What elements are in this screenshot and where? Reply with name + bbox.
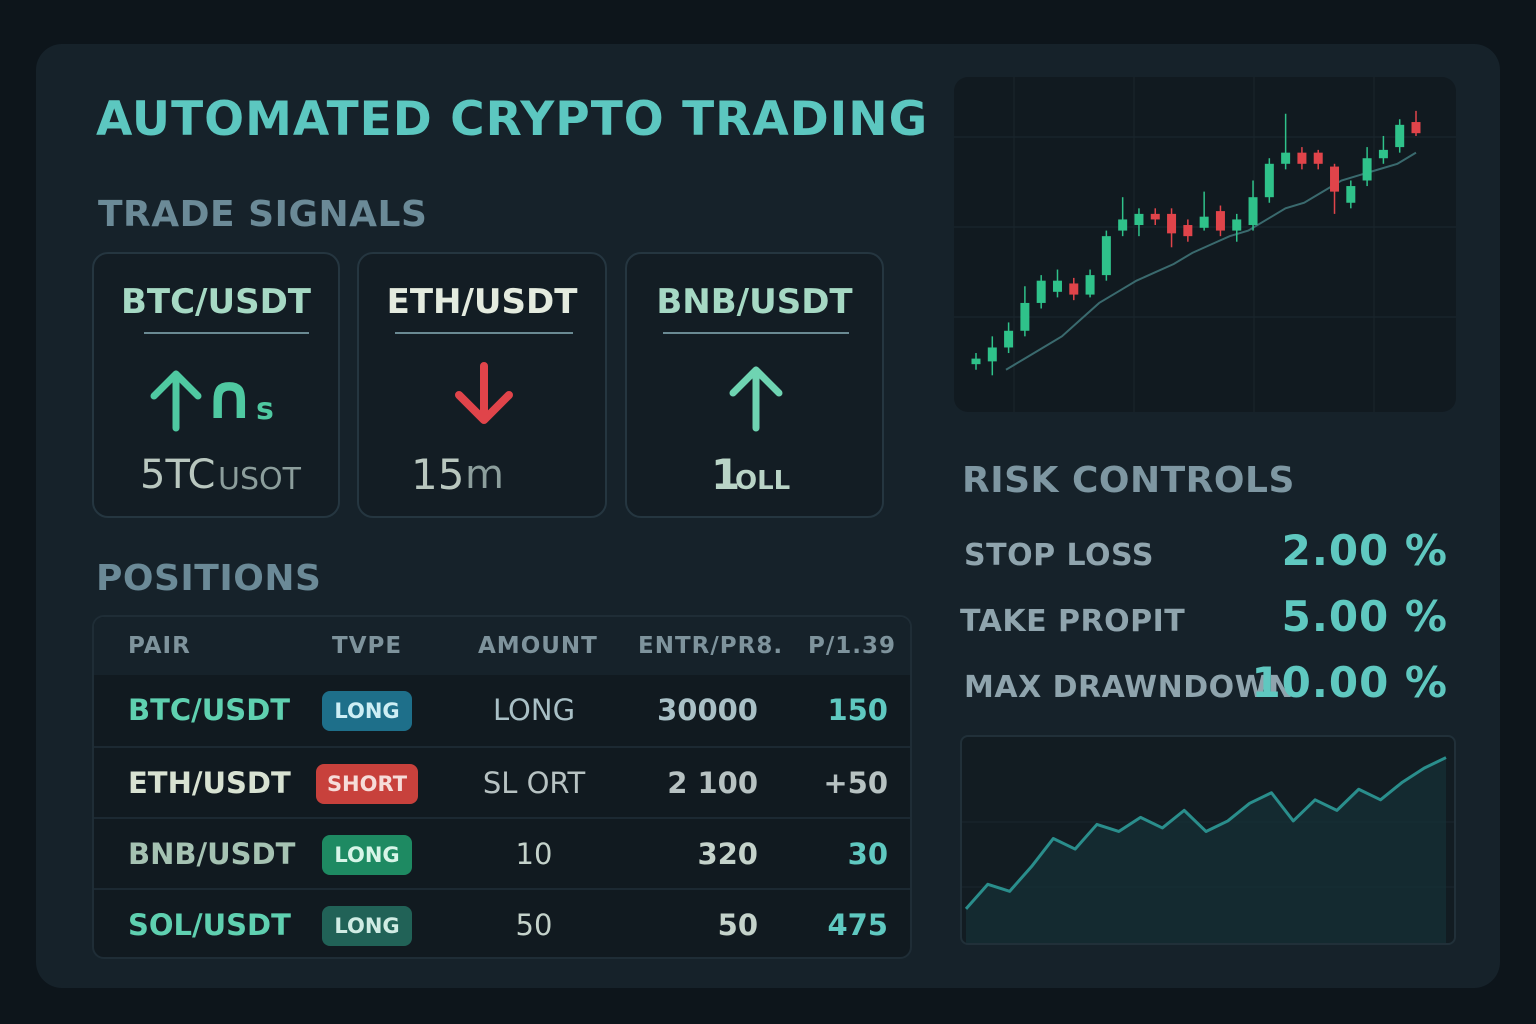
column-header-amount: AMOUNT bbox=[478, 633, 598, 659]
row-pair: SOL/USDT bbox=[128, 908, 291, 942]
signal-pair: BTC/USDT bbox=[121, 282, 311, 322]
arrow-down-icon bbox=[455, 362, 513, 424]
candle-up bbox=[1118, 219, 1128, 231]
candle-up bbox=[1052, 280, 1062, 292]
candle-up bbox=[1362, 158, 1372, 181]
row-pnl: 150 bbox=[827, 693, 888, 727]
candle-up bbox=[1134, 213, 1144, 226]
candle-down bbox=[1150, 213, 1160, 220]
column-header-pair: PAIR bbox=[128, 633, 191, 659]
candle-down bbox=[1330, 166, 1340, 192]
candle-up bbox=[1101, 236, 1111, 276]
table-row[interactable]: SOL/USDT LONG 50 50 475 bbox=[94, 888, 910, 957]
signal-value-sub: m bbox=[465, 452, 504, 498]
area-fill bbox=[966, 757, 1446, 943]
positions-heading: POSITIONS bbox=[96, 558, 322, 599]
candle-down bbox=[1183, 225, 1193, 237]
candle-up bbox=[1020, 302, 1030, 331]
column-header-pnl: P/1.39 bbox=[808, 633, 897, 659]
signal-value: 15 bbox=[411, 450, 465, 499]
candle-up bbox=[1395, 124, 1405, 148]
risk-label: TAKE PROPIT bbox=[960, 604, 1186, 639]
row-pnl: 30 bbox=[847, 837, 888, 871]
candle-up bbox=[1036, 280, 1046, 303]
candle-up bbox=[987, 347, 997, 362]
row-amount: 10 bbox=[515, 837, 553, 871]
row-amount: SL ORT bbox=[482, 766, 586, 800]
moving-average-line bbox=[1005, 151, 1417, 371]
row-pair: BTC/USDT bbox=[128, 693, 291, 727]
candle-up bbox=[1378, 149, 1388, 159]
divider bbox=[395, 332, 573, 334]
divider bbox=[663, 332, 849, 334]
arrow-up-icon bbox=[729, 366, 783, 432]
risk-row-take-profit: TAKE PROPIT 5.00 % bbox=[960, 592, 1448, 652]
row-entry: 2 100 bbox=[667, 766, 758, 800]
candle-down bbox=[1313, 152, 1323, 164]
candle-down bbox=[1215, 211, 1225, 231]
risk-value[interactable]: 10.00 % bbox=[1251, 658, 1448, 707]
candle-up bbox=[1346, 186, 1356, 203]
signal-value-sub: OLL bbox=[735, 466, 791, 496]
signal-glyph: ∩ bbox=[204, 360, 255, 433]
signal-pair: BNB/USDT bbox=[656, 282, 853, 322]
row-pnl: +50 bbox=[823, 766, 888, 800]
candle-up bbox=[1264, 163, 1274, 198]
candle-up bbox=[1232, 219, 1242, 231]
risk-label: STOP LOSS bbox=[964, 538, 1154, 573]
risk-row-max-drawdown: MAX DRAWNDOWN 10.00 % bbox=[960, 658, 1448, 718]
row-entry: 320 bbox=[697, 837, 758, 871]
row-amount: LONG bbox=[492, 693, 576, 727]
signal-card-bnb[interactable]: BNB/USDT 1 OLL bbox=[625, 252, 884, 518]
price-chart[interactable] bbox=[954, 77, 1456, 412]
risk-label: MAX DRAWNDOWN bbox=[964, 670, 1294, 705]
signal-value: 5TC bbox=[140, 452, 216, 498]
candle-up bbox=[1199, 216, 1209, 228]
table-header: PAIR TVPE AMOUNT ENTR/PR8. P/1.39 bbox=[94, 617, 910, 675]
risk-controls-heading: RISK CONTROLS bbox=[962, 460, 1295, 501]
candlestick-chart bbox=[954, 77, 1456, 412]
page-title: AUTOMATED CRYPTO TRADING bbox=[96, 92, 929, 147]
row-pair: BNB/USDT bbox=[128, 837, 296, 871]
table-row[interactable]: ETH/USDT SHORT SL ORT 2 100 +50 bbox=[94, 746, 910, 817]
candle-up bbox=[971, 358, 981, 365]
type-badge: LONG bbox=[322, 906, 412, 946]
type-badge: SHORT bbox=[316, 764, 418, 804]
area-chart bbox=[962, 756, 1454, 943]
candle-up bbox=[1085, 275, 1095, 295]
row-pair: ETH/USDT bbox=[128, 766, 291, 800]
signal-pair: ETH/USDT bbox=[386, 282, 578, 322]
risk-value[interactable]: 2.00 % bbox=[1281, 526, 1448, 575]
candle-up bbox=[1004, 330, 1014, 348]
divider bbox=[144, 332, 309, 334]
signal-card-btc[interactable]: BTC/USDT ∩ s 5TC USOT bbox=[92, 252, 340, 518]
column-header-entry: ENTR/PR8. bbox=[638, 633, 784, 659]
candle-down bbox=[1411, 122, 1421, 134]
risk-row-stop-loss: STOP LOSS 2.00 % bbox=[960, 526, 1448, 586]
candle-up bbox=[1281, 152, 1291, 164]
candle-down bbox=[1069, 283, 1079, 295]
type-badge: LONG bbox=[322, 691, 412, 731]
trade-signals-heading: TRADE SIGNALS bbox=[98, 194, 428, 235]
row-entry: 30000 bbox=[657, 693, 758, 727]
positions-table: PAIR TVPE AMOUNT ENTR/PR8. P/1.39 BTC/US… bbox=[92, 615, 912, 959]
area-line bbox=[964, 756, 1447, 910]
risk-value[interactable]: 5.00 % bbox=[1281, 592, 1448, 641]
row-pnl: 475 bbox=[827, 908, 888, 942]
signal-value-sub: USOT bbox=[218, 462, 301, 497]
arrow-up-icon bbox=[150, 370, 202, 432]
equity-chart[interactable] bbox=[960, 735, 1456, 945]
signal-card-eth[interactable]: ETH/USDT 15 m bbox=[357, 252, 607, 518]
table-row[interactable]: BTC/USDT LONG LONG 30000 150 bbox=[94, 675, 910, 746]
candle-down bbox=[1167, 213, 1177, 234]
signal-suffix: s bbox=[256, 392, 274, 427]
type-badge: LONG bbox=[322, 835, 412, 875]
candle-down bbox=[1297, 152, 1307, 164]
table-row[interactable]: BNB/USDT LONG 10 320 30 bbox=[94, 817, 910, 888]
row-entry: 50 bbox=[717, 908, 758, 942]
column-header-type: TVPE bbox=[332, 633, 403, 659]
candle-up bbox=[1248, 197, 1258, 226]
signal-value: 1 bbox=[711, 450, 741, 499]
row-amount: 50 bbox=[515, 908, 553, 942]
